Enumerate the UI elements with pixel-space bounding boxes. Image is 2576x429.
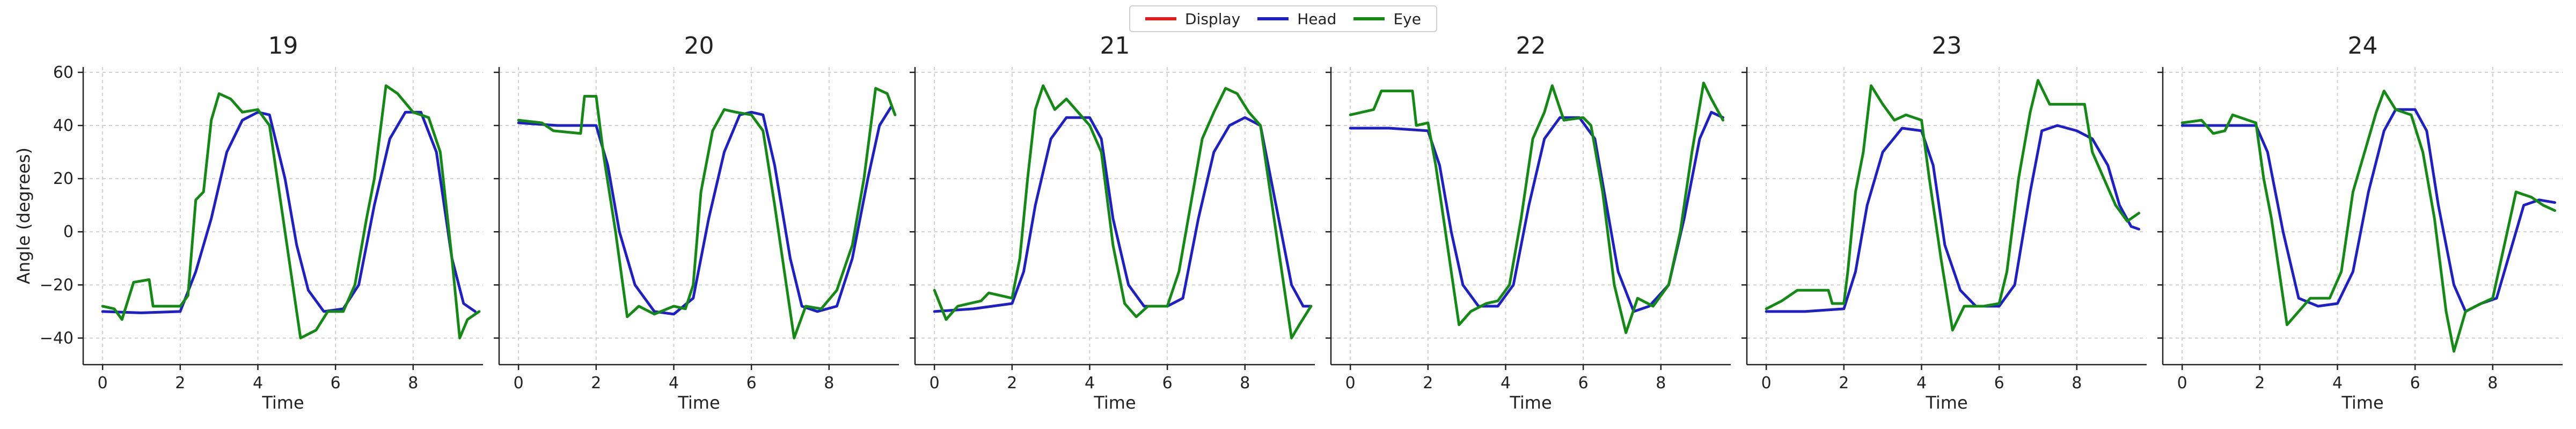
x-tick-label: 8 bbox=[824, 374, 834, 393]
x-axis-label: Time bbox=[1093, 393, 1136, 413]
x-tick-label: 8 bbox=[408, 374, 418, 393]
x-tick-label: 8 bbox=[2072, 374, 2082, 393]
head-series-line bbox=[1765, 124, 2140, 313]
y-tick-label: 40 bbox=[53, 116, 74, 135]
x-tick-label: 4 bbox=[669, 374, 679, 393]
x-tick-label: 0 bbox=[1761, 374, 1772, 393]
x-tick-label: 2 bbox=[1839, 374, 1849, 393]
panel-title: 23 bbox=[1932, 32, 1962, 60]
x-tick-label: 6 bbox=[331, 374, 341, 393]
legend-label: Eye bbox=[1393, 10, 1421, 28]
y-tick-label: −40 bbox=[40, 329, 74, 347]
legend-entry: Display bbox=[1145, 10, 1240, 28]
x-tick-label: 2 bbox=[2255, 374, 2265, 393]
panel-title: 22 bbox=[1516, 32, 1546, 60]
panel-title: 19 bbox=[268, 32, 298, 60]
legend-entry: Eye bbox=[1353, 10, 1421, 28]
panel-title: 21 bbox=[1100, 32, 1130, 60]
y-tick-label: 60 bbox=[53, 63, 74, 82]
x-tick-label: 8 bbox=[2487, 374, 2498, 393]
y-tick-label: 20 bbox=[53, 169, 74, 188]
x-tick-label: 6 bbox=[2410, 374, 2420, 393]
eye-series-line bbox=[1349, 82, 1724, 334]
legend: Display Head Eye bbox=[1129, 5, 1437, 32]
x-tick-label: 2 bbox=[175, 374, 185, 393]
eye-series-line bbox=[2180, 90, 2556, 353]
head-series-line bbox=[517, 105, 892, 316]
x-tick-label: 6 bbox=[1994, 374, 2004, 393]
x-tick-label: 2 bbox=[1007, 374, 1017, 393]
x-axis-label: Time bbox=[1925, 393, 1967, 413]
panel-title: 24 bbox=[2348, 32, 2378, 60]
x-tick-label: 0 bbox=[930, 374, 940, 393]
x-tick-label: 8 bbox=[1240, 374, 1250, 393]
x-tick-label: 4 bbox=[1916, 374, 1927, 393]
eye-series-line bbox=[1765, 79, 2140, 332]
eye-series-line bbox=[517, 87, 897, 339]
x-tick-label: 0 bbox=[2177, 374, 2187, 393]
legend-swatch bbox=[1257, 17, 1289, 20]
head-series-line bbox=[101, 110, 477, 314]
x-tick-label: 4 bbox=[1085, 374, 1095, 393]
legend-label: Head bbox=[1297, 10, 1337, 28]
x-tick-label: 2 bbox=[1423, 374, 1433, 393]
x-tick-label: 4 bbox=[1501, 374, 1511, 393]
eye-series-line bbox=[933, 84, 1313, 339]
legend-swatch bbox=[1145, 17, 1176, 20]
x-tick-label: 0 bbox=[514, 374, 524, 393]
x-tick-label: 4 bbox=[2332, 374, 2343, 393]
x-tick-label: 0 bbox=[1345, 374, 1356, 393]
eye-series-line bbox=[101, 84, 481, 339]
x-tick-label: 4 bbox=[253, 374, 263, 393]
y-tick-label: 0 bbox=[63, 223, 74, 241]
y-axis-label: Angle (degrees) bbox=[13, 147, 34, 284]
x-tick-label: 8 bbox=[1656, 374, 1666, 393]
x-tick-label: 6 bbox=[747, 374, 757, 393]
x-tick-label: 6 bbox=[1578, 374, 1589, 393]
x-axis-label: Time bbox=[261, 393, 304, 413]
head-series-line bbox=[1349, 110, 1724, 313]
legend-label: Display bbox=[1185, 10, 1241, 28]
legend-entry: Head bbox=[1257, 10, 1336, 28]
x-tick-label: 6 bbox=[1162, 374, 1173, 393]
head-series-line bbox=[933, 116, 1313, 313]
y-tick-label: −20 bbox=[40, 276, 74, 294]
panel-title: 20 bbox=[684, 32, 714, 60]
x-axis-label: Time bbox=[677, 393, 720, 413]
x-axis-label: Time bbox=[2341, 393, 2383, 413]
legend-swatch bbox=[1353, 17, 1385, 20]
x-tick-label: 2 bbox=[591, 374, 601, 393]
x-tick-label: 0 bbox=[98, 374, 108, 393]
x-axis-label: Time bbox=[1509, 393, 1552, 413]
